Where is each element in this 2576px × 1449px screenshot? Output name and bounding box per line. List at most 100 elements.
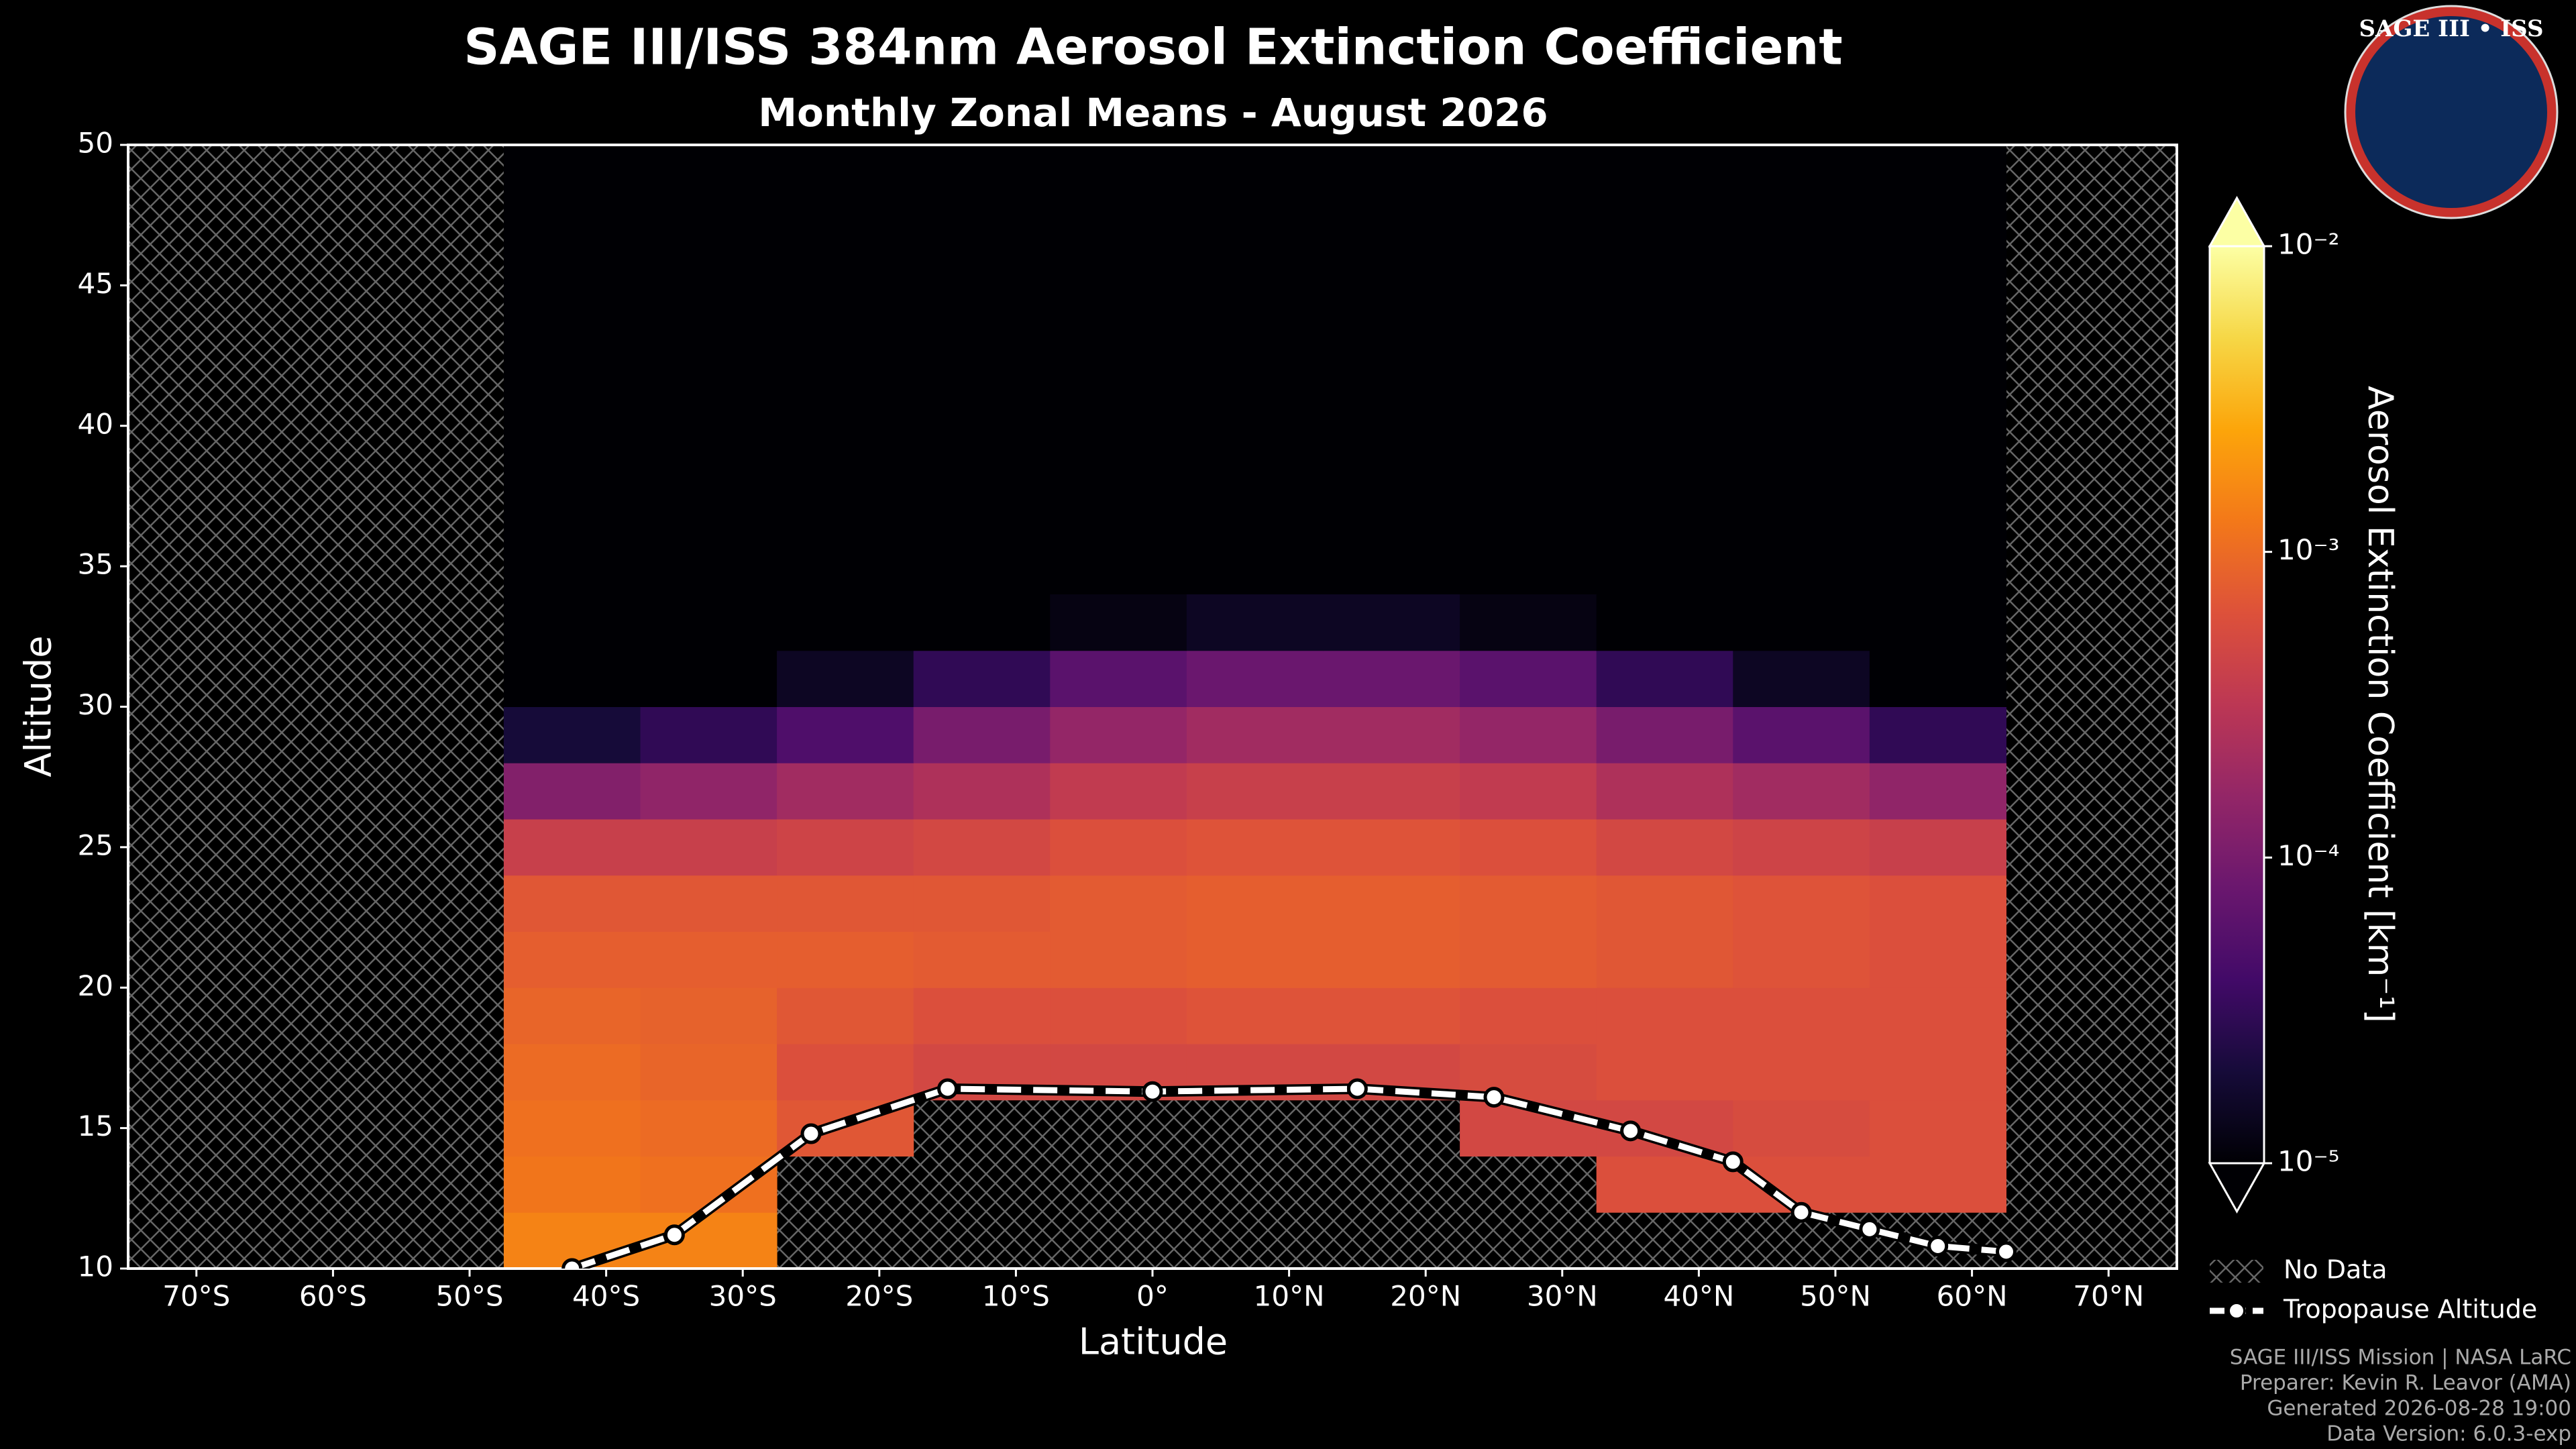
cell <box>777 1044 914 1101</box>
tropopause-marker <box>1722 1151 1743 1173</box>
legend-label: Tropopause Altitude <box>2283 1295 2537 1324</box>
y-tick-label: 30 <box>78 688 113 721</box>
cell <box>1323 875 1460 932</box>
cell <box>913 650 1051 707</box>
y-tick-label: 10 <box>78 1250 113 1283</box>
cell <box>1050 819 1187 876</box>
cell <box>777 650 914 707</box>
y-tick-label: 35 <box>78 548 113 581</box>
cell <box>1733 1044 1870 1101</box>
cell <box>1186 819 1324 876</box>
cell <box>1186 875 1324 932</box>
tropopause-marker <box>1620 1120 1642 1142</box>
x-tick-label: 70°N <box>2073 1280 2144 1313</box>
x-tick-label: 60°S <box>299 1280 367 1313</box>
cell <box>503 594 641 651</box>
cell <box>1323 931 1460 988</box>
cell <box>1050 650 1187 707</box>
cell <box>640 875 777 932</box>
cell <box>1869 1099 2006 1157</box>
y-tick-label: 40 <box>78 407 113 440</box>
cell <box>1733 987 1870 1044</box>
cell <box>1460 706 1597 763</box>
colorbar-tick-label: 10⁻⁴ <box>2277 839 2339 872</box>
cell <box>503 931 641 988</box>
logo-rim <box>2344 5 2559 219</box>
y-tick-label: 25 <box>78 828 113 861</box>
x-tick-label: 40°S <box>572 1280 640 1313</box>
tropopause-marker <box>1346 1078 1368 1099</box>
x-tick-label: 40°N <box>1663 1280 1734 1313</box>
cell <box>1460 819 1597 876</box>
x-tick-label: 70°S <box>162 1280 230 1313</box>
cell <box>1186 650 1324 707</box>
tropopause-marker <box>1483 1087 1505 1108</box>
cell <box>1050 763 1187 820</box>
footer-line: Data Version: 6.0.3-exp <box>2326 1422 2571 1446</box>
cell <box>777 594 914 651</box>
cell <box>1186 763 1324 820</box>
x-tick-label: 50°S <box>435 1280 503 1313</box>
colorbar <box>2210 246 2264 1163</box>
tropopause <box>561 1078 2017 1269</box>
cell <box>1596 650 1733 707</box>
footer-line: Preparer: Kevin R. Leavor (AMA) <box>2240 1371 2571 1395</box>
cell <box>777 875 914 932</box>
cell <box>503 819 641 876</box>
cell <box>1733 594 1870 651</box>
cell <box>503 875 641 932</box>
cell <box>503 1044 641 1101</box>
cell <box>777 819 914 876</box>
cell <box>913 594 1051 651</box>
cell <box>640 987 777 1044</box>
y-tick-label: 45 <box>78 267 113 300</box>
cell <box>1733 650 1870 707</box>
x-tick-label: 50°N <box>1800 1280 1871 1313</box>
cell <box>1186 987 1324 1044</box>
cell <box>1596 987 1733 1044</box>
cell <box>1050 594 1187 651</box>
cell <box>640 931 777 988</box>
logo-text: SAGE III • ISS <box>2359 15 2543 42</box>
footer-line: SAGE III/ISS Mission | NASA LaRC <box>2230 1346 2571 1370</box>
cell <box>503 706 641 763</box>
y-tick-label: 20 <box>78 969 113 1002</box>
cell <box>1596 1156 1733 1213</box>
cell <box>913 875 1051 932</box>
cell <box>1186 594 1324 651</box>
cell <box>777 987 914 1044</box>
tropopause-marker <box>1996 1241 2017 1263</box>
x-tick-label: 20°N <box>1390 1280 1461 1313</box>
cell <box>1869 1044 2006 1101</box>
cell <box>1596 706 1733 763</box>
cell <box>640 1099 777 1157</box>
cell <box>1596 819 1733 876</box>
cell <box>1323 987 1460 1044</box>
cell <box>1323 819 1460 876</box>
cell <box>1323 706 1460 763</box>
x-tick-label: 20°S <box>845 1280 913 1313</box>
legend-label: No Data <box>2284 1255 2387 1285</box>
y-tick-label: 15 <box>78 1110 113 1142</box>
x-tick-label: 30°N <box>1527 1280 1598 1313</box>
heatmap <box>503 145 2006 1269</box>
cell <box>777 931 914 988</box>
tropopause-marker <box>800 1123 822 1144</box>
cell <box>1869 650 2006 707</box>
cell <box>640 594 777 651</box>
cell <box>503 763 641 820</box>
cell <box>1596 931 1733 988</box>
cell <box>1733 763 1870 820</box>
cell <box>1460 594 1597 651</box>
cell <box>1050 987 1187 1044</box>
cell <box>913 987 1051 1044</box>
x-tick-label: 60°N <box>1937 1280 2008 1313</box>
tropopause-marker <box>663 1224 685 1246</box>
chart-title: SAGE III/ISS 384nm Aerosol Extinction Co… <box>464 19 1843 76</box>
legend-marker <box>2227 1301 2246 1320</box>
cell <box>1733 819 1870 876</box>
cell <box>1869 931 2006 988</box>
tropopause-marker <box>1142 1081 1163 1102</box>
cell <box>640 819 777 876</box>
cell <box>1050 931 1187 988</box>
